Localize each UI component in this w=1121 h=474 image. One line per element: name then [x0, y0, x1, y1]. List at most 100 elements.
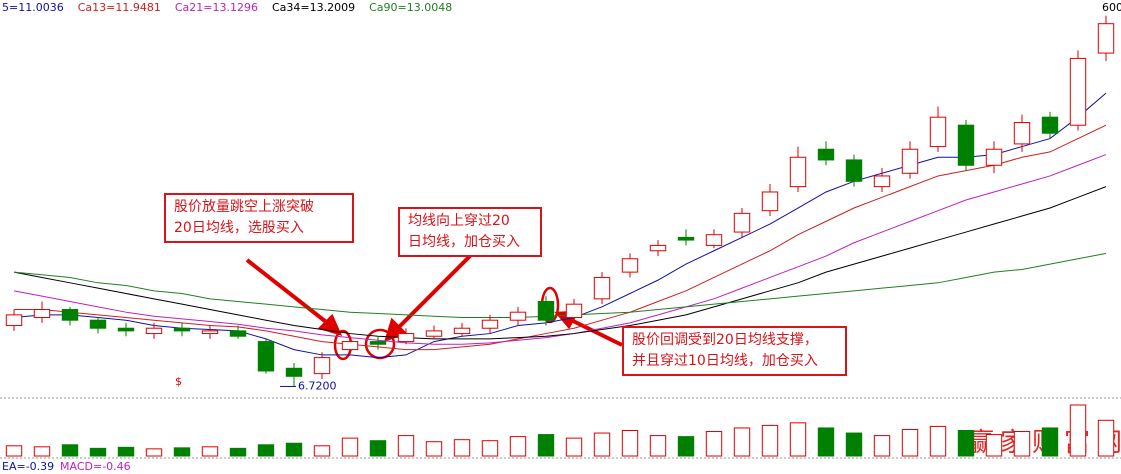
- candle-body: [929, 116, 947, 148]
- volume-bar: [677, 436, 695, 457]
- candle-body: [285, 367, 303, 377]
- volume-bar: [705, 431, 723, 457]
- candle-body: [761, 191, 779, 212]
- candle-body: [649, 244, 667, 252]
- volume-bar: [481, 440, 499, 457]
- candle-body: [677, 236, 695, 241]
- legend-entry: Ca90=13.0048: [369, 1, 452, 14]
- candle-body: [5, 314, 23, 327]
- volume-bar: [789, 422, 807, 457]
- candle-body: [901, 148, 919, 174]
- candle-body: [621, 258, 639, 273]
- volume-bar: [565, 437, 583, 457]
- annotation-marks: [245, 251, 623, 361]
- candle-body: [1041, 116, 1059, 134]
- ma-line: [14, 124, 1107, 351]
- candle-body: [341, 341, 359, 351]
- candle-body: [425, 330, 443, 337]
- volume-bar: [453, 439, 471, 457]
- legend-entry: 5=11.0036: [2, 1, 64, 14]
- candle-body: [257, 341, 275, 372]
- volume-bar: [537, 434, 555, 457]
- volume-bar: [957, 430, 975, 457]
- candle-body: [453, 327, 471, 335]
- candle-body: [481, 319, 499, 329]
- candle-body: [985, 148, 1003, 166]
- candle-body: [733, 212, 751, 233]
- ma-line: [13, 154, 1107, 345]
- volume-bar: [117, 446, 135, 457]
- annotation: 股价回调受到20日均线支撑， 并且穿过10日均线，加仓买入: [622, 326, 847, 376]
- candle-body: [705, 234, 723, 246]
- candle-body: [229, 330, 247, 337]
- candle-body: [313, 357, 331, 375]
- low-label: 6.7200: [298, 379, 337, 392]
- volume-bar: [369, 440, 387, 457]
- volume-bar: [929, 425, 947, 457]
- volume-bar: [397, 435, 415, 457]
- volume-bar: [845, 432, 863, 457]
- top-label: 600: [1102, 1, 1121, 14]
- volume-bar: [145, 448, 163, 457]
- volume-bar: [761, 424, 779, 457]
- volume-bar: [425, 441, 443, 457]
- annotation: 均线向上穿过20 日均线，加仓买入: [398, 207, 542, 257]
- candle-body: [369, 341, 387, 345]
- candle-body: [173, 327, 191, 332]
- volume-bar: [341, 437, 359, 457]
- volume-bar: [985, 434, 1003, 457]
- volume-bar: [901, 428, 919, 457]
- candle-body: [593, 276, 611, 300]
- legend-entry: Ca21=13.1296: [175, 1, 258, 14]
- indicator: MACD=-0.46: [60, 460, 131, 473]
- volume-bar: [5, 445, 23, 457]
- arrow: [245, 258, 332, 327]
- ma-line: [13, 186, 1107, 340]
- marker: $: [175, 375, 182, 388]
- annotation: 股价放量跳空上涨突破 20日均线，选股买入: [164, 193, 354, 243]
- volume-bar: [173, 447, 191, 457]
- volume-bar: [33, 446, 51, 457]
- volume-bar: [509, 436, 527, 457]
- ma-line: [13, 92, 1107, 359]
- candle-body: [789, 156, 807, 188]
- volume-bar: [257, 444, 275, 457]
- indicator: EA=-0.39: [2, 460, 54, 473]
- volume-bar: [593, 432, 611, 457]
- candle-body: [845, 159, 863, 182]
- legend-entry: Ca34=13.2009: [272, 1, 355, 14]
- volume-bar: [1013, 431, 1031, 457]
- volume-bar: [733, 427, 751, 457]
- volume-bar: [649, 435, 667, 457]
- volume-bar: [61, 444, 79, 457]
- candle-body: [89, 319, 107, 329]
- volume-bar: [873, 435, 891, 457]
- volume-bar: [621, 430, 639, 457]
- volume-bar: [285, 442, 303, 457]
- candle-body: [537, 301, 555, 321]
- candle-body: [397, 333, 415, 343]
- arrow: [566, 316, 623, 347]
- ma-line: [13, 252, 1107, 319]
- arrow-head: [384, 317, 408, 343]
- candle-body: [201, 330, 219, 335]
- volume-bar: [1041, 427, 1059, 457]
- highlight-circle: [364, 328, 396, 360]
- candle-body: [1013, 122, 1031, 145]
- candle-body: [117, 327, 135, 332]
- candle-body: [1097, 23, 1115, 54]
- volume-bar: [313, 445, 331, 457]
- candle-body: [509, 311, 527, 321]
- legend-entry: Ca13=11.9481: [78, 1, 161, 14]
- candle-body: [33, 309, 51, 319]
- candle-body: [873, 175, 891, 188]
- candle-body: [61, 309, 79, 321]
- volume-bar: [89, 447, 107, 457]
- candle-body: [565, 303, 583, 319]
- volume-bar: [817, 427, 835, 457]
- candle-body: [817, 148, 835, 161]
- volume-bar: [1097, 419, 1115, 457]
- candle-body: [957, 124, 975, 166]
